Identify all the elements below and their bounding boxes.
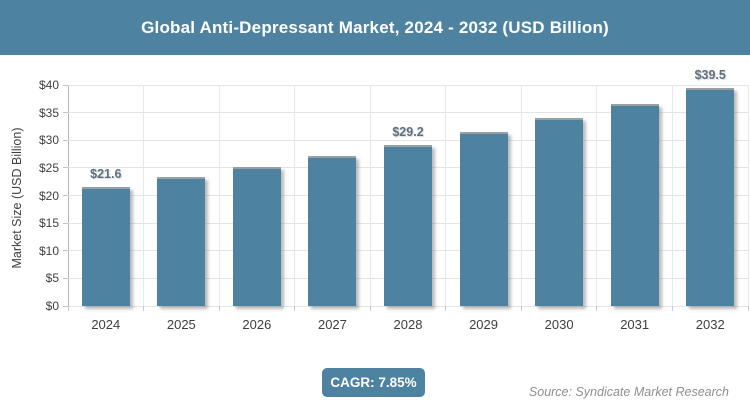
y-tick [63, 222, 68, 224]
y-tick [63, 277, 68, 279]
x-gridline [747, 85, 749, 306]
bar-2026 [232, 167, 281, 306]
chart-title: Global Anti-Depressant Market, 2024 - 20… [141, 17, 609, 37]
bar-2027 [308, 156, 357, 306]
x-tick [747, 306, 749, 311]
y-tick-label: $20 [38, 188, 59, 203]
chart-header: Global Anti-Depressant Market, 2024 - 20… [0, 0, 750, 55]
x-axis-label: 2032 [695, 317, 725, 332]
y-tick [63, 195, 68, 196]
x-gridline [445, 85, 447, 306]
x-tick [218, 306, 220, 311]
y-tick [63, 250, 68, 252]
bar-2024 [81, 186, 130, 306]
y-tick [63, 84, 68, 86]
x-gridline [218, 85, 220, 306]
y-tick [63, 167, 68, 169]
bar-2031 [610, 103, 659, 306]
y-gridline [68, 112, 748, 114]
x-tick [520, 306, 522, 311]
x-axis-label: 2029 [469, 317, 498, 332]
y-tick [63, 112, 68, 114]
x-axis-label: 2031 [620, 317, 650, 332]
x-axis-label: 2025 [166, 317, 196, 332]
x-axis-label: 2027 [317, 317, 347, 332]
bar-2028 [384, 144, 432, 306]
y-axis-line [68, 85, 69, 311]
x-gridline [143, 85, 145, 306]
x-gridline [520, 85, 522, 306]
x-gridline [596, 85, 598, 306]
bar-2025 [157, 177, 206, 306]
y-gridline [68, 305, 748, 307]
x-gridline [294, 85, 296, 306]
y-tick-label: $0 [45, 299, 59, 313]
y-tick-label: $5 [45, 271, 59, 286]
x-tick [596, 306, 598, 311]
x-tick [671, 306, 673, 311]
bar-2032 [686, 87, 735, 306]
bar-chart-plot-area: $21.6 $29.2 $39.5 [68, 68, 749, 307]
x-gridline [369, 85, 371, 306]
x-axis-label: 2030 [544, 317, 574, 332]
y-tick-label: $40 [38, 78, 59, 92]
y-tick [63, 305, 68, 307]
x-tick [143, 306, 145, 311]
y-tick-label: $15 [38, 216, 59, 231]
y-tick-label: $35 [38, 105, 59, 120]
y-tick-label: $30 [38, 133, 59, 148]
x-tick [369, 306, 371, 311]
y-gridline [68, 139, 748, 141]
y-tick-label: $25 [38, 160, 59, 175]
cagr-badge: CAGR: 7.85% [322, 368, 425, 397]
x-axis-label: 2028 [393, 317, 423, 332]
y-tick [63, 139, 68, 141]
bar-value-label: $29.2 [392, 124, 424, 139]
bar-2030 [535, 118, 584, 306]
y-gridline [68, 84, 748, 86]
source-attribution: Source: Syndicate Market Research [528, 385, 729, 399]
bar-value-label: $21.6 [90, 166, 122, 181]
x-tick [294, 306, 296, 311]
x-axis-label: 2024 [91, 317, 121, 332]
bar-2029 [459, 131, 508, 306]
y-tick-label: $10 [38, 243, 59, 258]
bar-value-label: $39.5 [694, 67, 726, 82]
x-tick [445, 306, 447, 311]
x-axis-label: 2026 [242, 317, 272, 332]
x-gridline [671, 85, 673, 306]
x-tick [67, 306, 69, 311]
